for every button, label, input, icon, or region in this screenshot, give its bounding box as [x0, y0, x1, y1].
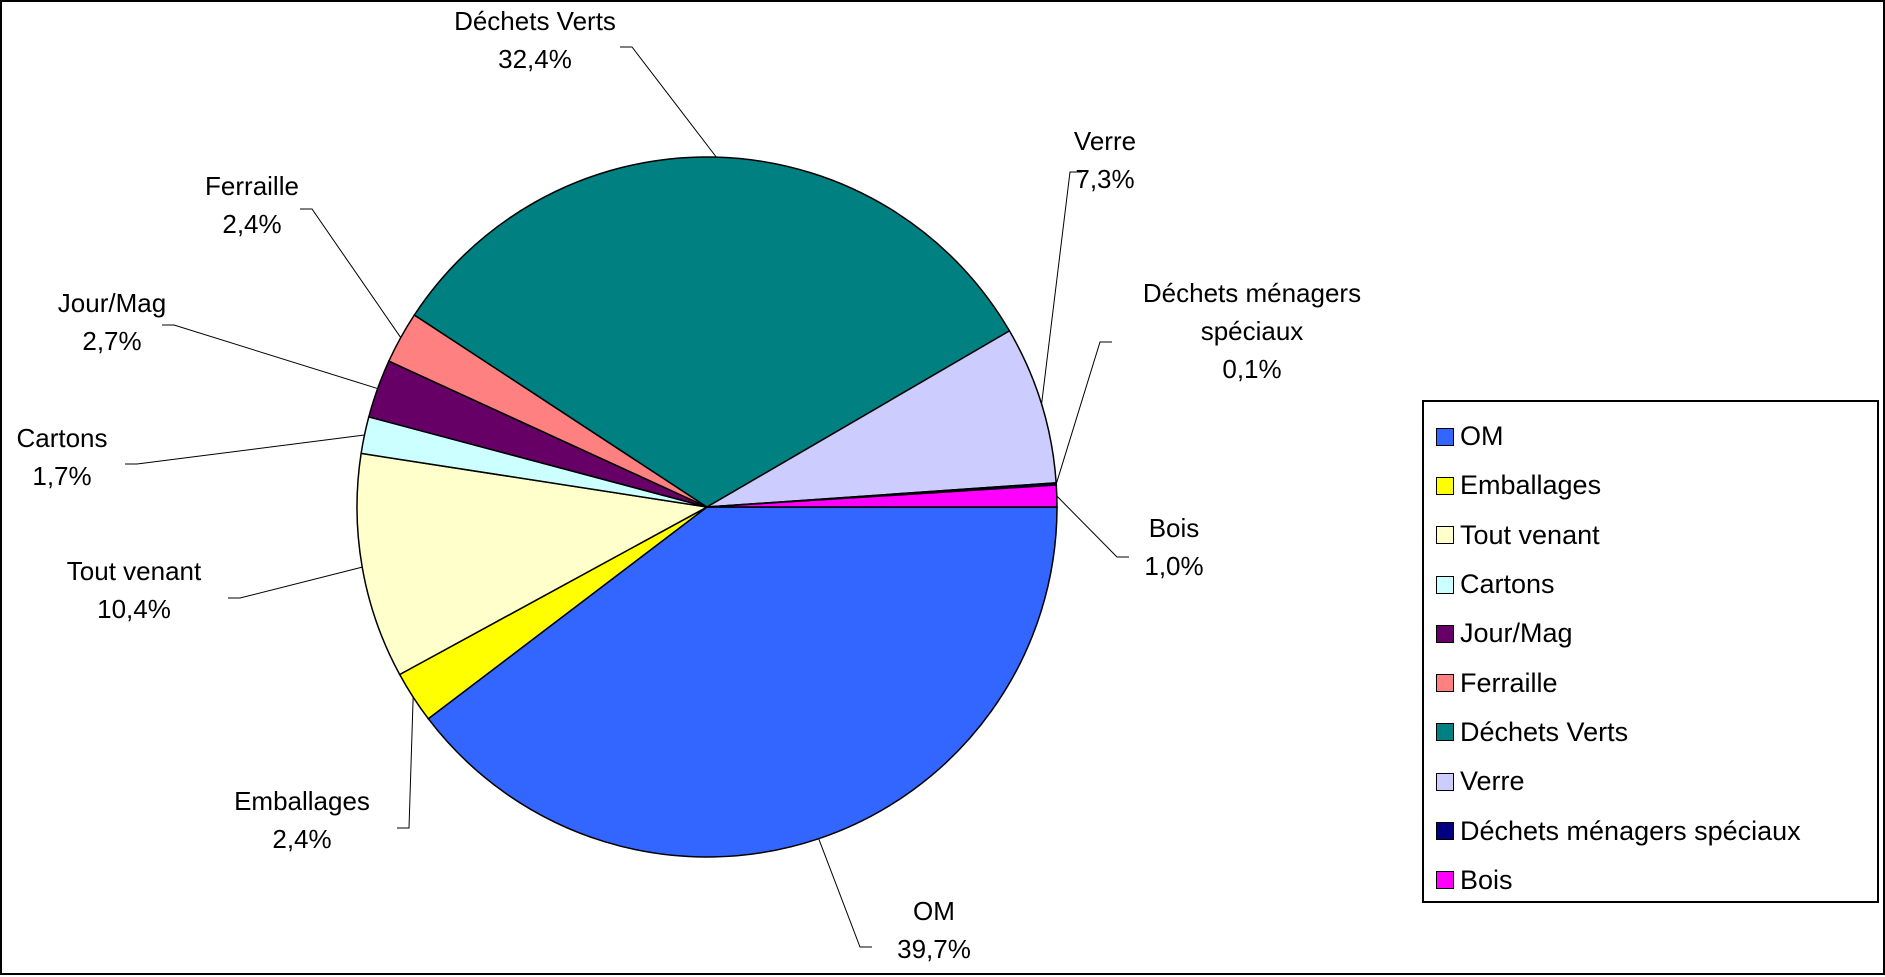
slice-percent-label: 1,7%	[32, 461, 91, 491]
legend-label: Cartons	[1460, 569, 1555, 600]
slice-percent-label: 2,4%	[222, 209, 281, 239]
leader-line	[125, 434, 365, 465]
legend-swatch	[1436, 427, 1454, 446]
leader-line	[1056, 495, 1129, 558]
legend-item: Jour/Mag	[1424, 609, 1877, 658]
slice-category-label: spéciaux	[1201, 316, 1304, 346]
slice-percent-label: 0,1%	[1222, 354, 1281, 384]
legend-swatch	[1436, 723, 1454, 742]
pie-slice-tout-venant	[356, 452, 710, 676]
legend-label: OM	[1460, 421, 1504, 452]
leader-line	[1041, 171, 1082, 405]
slice-percent-label: 32,4%	[498, 44, 572, 74]
legend-swatch	[1436, 575, 1454, 594]
leader-line	[300, 208, 402, 338]
legend-item: Bois	[1424, 856, 1877, 905]
leader-line	[397, 697, 414, 829]
leader-line	[1055, 341, 1112, 485]
slice-percent-label: 1,0%	[1144, 551, 1203, 581]
slice-percent-label: 2,7%	[82, 326, 141, 356]
slice-percent-label: 10,4%	[97, 594, 171, 624]
legend-swatch	[1436, 871, 1454, 890]
legend-item: OM	[1424, 412, 1877, 461]
slice-percent-label: 2,4%	[272, 824, 331, 854]
slice-category-label: Ferraille	[205, 171, 299, 201]
pie-slice-verre	[706, 329, 1057, 508]
slice-percent-label: 39,7%	[897, 934, 971, 964]
legend-item: Déchets Verts	[1424, 708, 1877, 757]
legend-item: Ferraille	[1424, 658, 1877, 707]
legend: OM Emballages Tout venant Cartons Jour/Mag Fe…	[1422, 400, 1879, 903]
legend-swatch	[1436, 526, 1454, 545]
slice-category-label: Déchets ménagers	[1143, 278, 1361, 308]
leader-lines	[125, 46, 1129, 948]
pie-slices	[356, 156, 1058, 858]
slice-category-label: Bois	[1149, 513, 1200, 543]
leader-line	[162, 324, 378, 390]
slice-category-label: Tout venant	[67, 556, 202, 586]
legend-item: Emballages	[1424, 461, 1877, 510]
legend-label: Bois	[1460, 864, 1513, 895]
legend-label: Emballages	[1460, 470, 1602, 501]
legend-label: Verre	[1460, 766, 1525, 797]
slice-category-label: Verre	[1074, 126, 1136, 156]
slice-labels: OM 39,7% Emballages 2,4% Tout venant 10,4% Car…	[16, 6, 1361, 964]
slice-category-label: Jour/Mag	[58, 288, 166, 318]
legend-swatch	[1436, 624, 1454, 643]
legend-item: Tout venant	[1424, 511, 1877, 560]
legend-swatch	[1436, 476, 1454, 495]
legend-swatch	[1436, 822, 1454, 841]
legend-label: Déchets Verts	[1460, 716, 1629, 747]
legend-label: Jour/Mag	[1460, 618, 1573, 649]
slice-category-label: Déchets Verts	[454, 6, 616, 36]
legend-label: Ferraille	[1460, 667, 1558, 698]
legend-label: Tout venant	[1460, 519, 1600, 550]
slice-category-label: Emballages	[234, 786, 370, 816]
slice-category-label: OM	[913, 896, 955, 926]
slice-category-label: Cartons	[16, 423, 107, 453]
legend-swatch	[1436, 674, 1454, 693]
legend-item: Verre	[1424, 757, 1877, 806]
legend-item: Cartons	[1424, 560, 1877, 609]
pie-slice-bois	[706, 484, 1058, 508]
legend-item: Déchets ménagers spéciaux	[1424, 806, 1877, 855]
legend-label: Déchets ménagers spéciaux	[1460, 815, 1801, 846]
slice-percent-label: 7,3%	[1075, 164, 1134, 194]
leader-line	[228, 566, 363, 599]
leader-line	[818, 838, 872, 948]
leader-line	[620, 46, 717, 158]
legend-swatch	[1436, 772, 1454, 791]
